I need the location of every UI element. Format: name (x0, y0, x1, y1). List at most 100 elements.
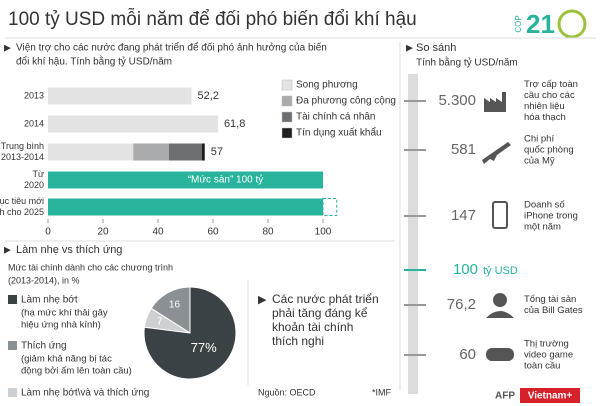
legend-label: Thích ứng (21, 341, 67, 352)
credit: AFP (495, 391, 515, 402)
legend-label: Tài chính cá nhân (296, 112, 376, 123)
slice-label: 77% (191, 340, 217, 355)
item-label: của Mỹ (524, 156, 555, 167)
icon-factory (484, 92, 506, 112)
callout: khoản tài chính (272, 320, 353, 334)
item-label: iPhone trong (524, 211, 578, 222)
y-tick-label: Trung bình (1, 141, 44, 151)
bar-segment (48, 143, 134, 161)
total-label: 52,2 (198, 90, 219, 102)
bullet: ▶ (406, 42, 413, 52)
value-label: 60 (459, 346, 476, 363)
annotation: “Mức sàn” 100 tỷ (188, 174, 264, 186)
bar-highlight (48, 198, 323, 216)
icon-person (493, 293, 507, 307)
item-label: Trợ cấp toàn (524, 79, 578, 90)
chart-title: So sánh (416, 42, 456, 54)
value-label: 147 (451, 207, 476, 224)
value-label: 100 (453, 261, 478, 278)
value-label: 76,2 (447, 296, 476, 313)
chart-subtitle: (2013-2014), in % (8, 275, 80, 285)
logo-big: 21 (526, 9, 555, 39)
x-tick-label: 20 (97, 227, 109, 238)
bar-segment (133, 143, 169, 161)
chart-title: Làm nhẹ vs thích ứng (16, 244, 122, 256)
item-label: hóa thạch (524, 112, 566, 123)
legend-label: Tín dụng xuất khẩu (296, 127, 382, 139)
y-tick-label: 2020 (24, 180, 44, 190)
value-label: 5.300 (438, 92, 476, 109)
logo-small: COP (514, 15, 523, 32)
item-label: một năm (524, 222, 561, 233)
bar-highlight (48, 171, 323, 189)
x-tick-label: 60 (207, 227, 219, 238)
legend-note: hiệu ứng nhà kính) (21, 320, 101, 331)
total-label: 61,8 (224, 118, 245, 130)
legend-swatch (281, 79, 293, 91)
legend-swatch (8, 341, 17, 350)
legend-swatch (8, 295, 17, 304)
chart-subtitle: Mức tài chính dành cho các chương trình (8, 262, 173, 272)
scale-bar (408, 74, 418, 394)
legend-label: Đa phương công cộng (296, 96, 396, 107)
title: 100 tỷ USD mỗi năm để đối phó biến đổi k… (8, 8, 417, 30)
item-label: toàn cầu (524, 361, 560, 372)
item-label: quốc phòng (524, 145, 574, 156)
credit: Vietnam+ (528, 391, 573, 402)
y-tick-label: tính cho 2025 (0, 207, 44, 217)
item-label: Thị trường (524, 339, 569, 350)
callout: Các nước phát triển (272, 292, 379, 306)
icon-person-body (486, 311, 514, 318)
y-tick-label: 2013-2014 (1, 152, 44, 162)
legend-swatch (8, 388, 17, 397)
y-tick-label: 2013 (24, 90, 44, 100)
source: Nguồn: OECD (258, 387, 316, 397)
legend-swatch (281, 95, 293, 107)
icon-phone (492, 201, 508, 229)
legend-label: Làm nhẹ bớt\và và thích ứng (21, 388, 149, 399)
bar-segment (169, 143, 202, 161)
chart-subtitle: Tính bằng tỷ USD/năm (416, 56, 518, 69)
value-label: 581 (451, 141, 476, 158)
bar-segment (48, 87, 192, 105)
icon-rifle (482, 142, 511, 164)
x-tick-label: 40 (152, 227, 164, 238)
item-label: nhiên liệu (524, 101, 565, 112)
icon-gamepad (486, 348, 514, 361)
chart-subtitle: Viện trợ cho các nước đang phát triển để… (16, 42, 327, 54)
y-tick-label: 2014 (24, 118, 44, 128)
total-label: 57 (211, 146, 223, 158)
x-tick-label: 100 (315, 227, 332, 238)
legend-note: (giảm khả năng bị tác (21, 354, 112, 365)
bar-segment (48, 115, 218, 133)
legend-swatch (281, 127, 293, 139)
legend-note: động bởi ấm lên toàn cầu) (21, 366, 132, 377)
x-tick-label: 80 (262, 227, 274, 238)
y-tick-label: Mục tiêu mới (0, 196, 44, 206)
bullet: ▶ (4, 244, 11, 254)
bullet: ▶ (4, 42, 11, 52)
slice-label: 7 (157, 317, 163, 328)
bar-segment (202, 143, 205, 161)
logo-globe (557, 9, 587, 39)
item-label: cầu cho các (524, 90, 575, 101)
credit-box (520, 388, 580, 403)
item-label: Tổng tài sản (524, 294, 576, 305)
legend-note: (hạ mức khí thải gây (21, 308, 108, 319)
x-tick-label: 0 (45, 227, 51, 238)
legend-label: Làm nhẹ bớt (21, 295, 78, 306)
legend-swatch (281, 111, 293, 123)
legend-label: Song phương (296, 80, 358, 91)
pie-slice (143, 286, 237, 380)
chart-subtitle: đổi khí hậu. Tính bằng tỷ USD/năm (16, 55, 172, 68)
item-label: video game (524, 350, 573, 361)
pie-slice (150, 286, 191, 334)
slice-label: 16 (169, 299, 181, 310)
unit-label: tỷ USD (483, 265, 518, 277)
callout: thích nghi (272, 334, 324, 348)
note: *IMF (372, 387, 392, 397)
y-tick-label: Từ (32, 169, 44, 179)
item-label: của Bill Gates (524, 305, 583, 316)
icons (482, 92, 514, 361)
